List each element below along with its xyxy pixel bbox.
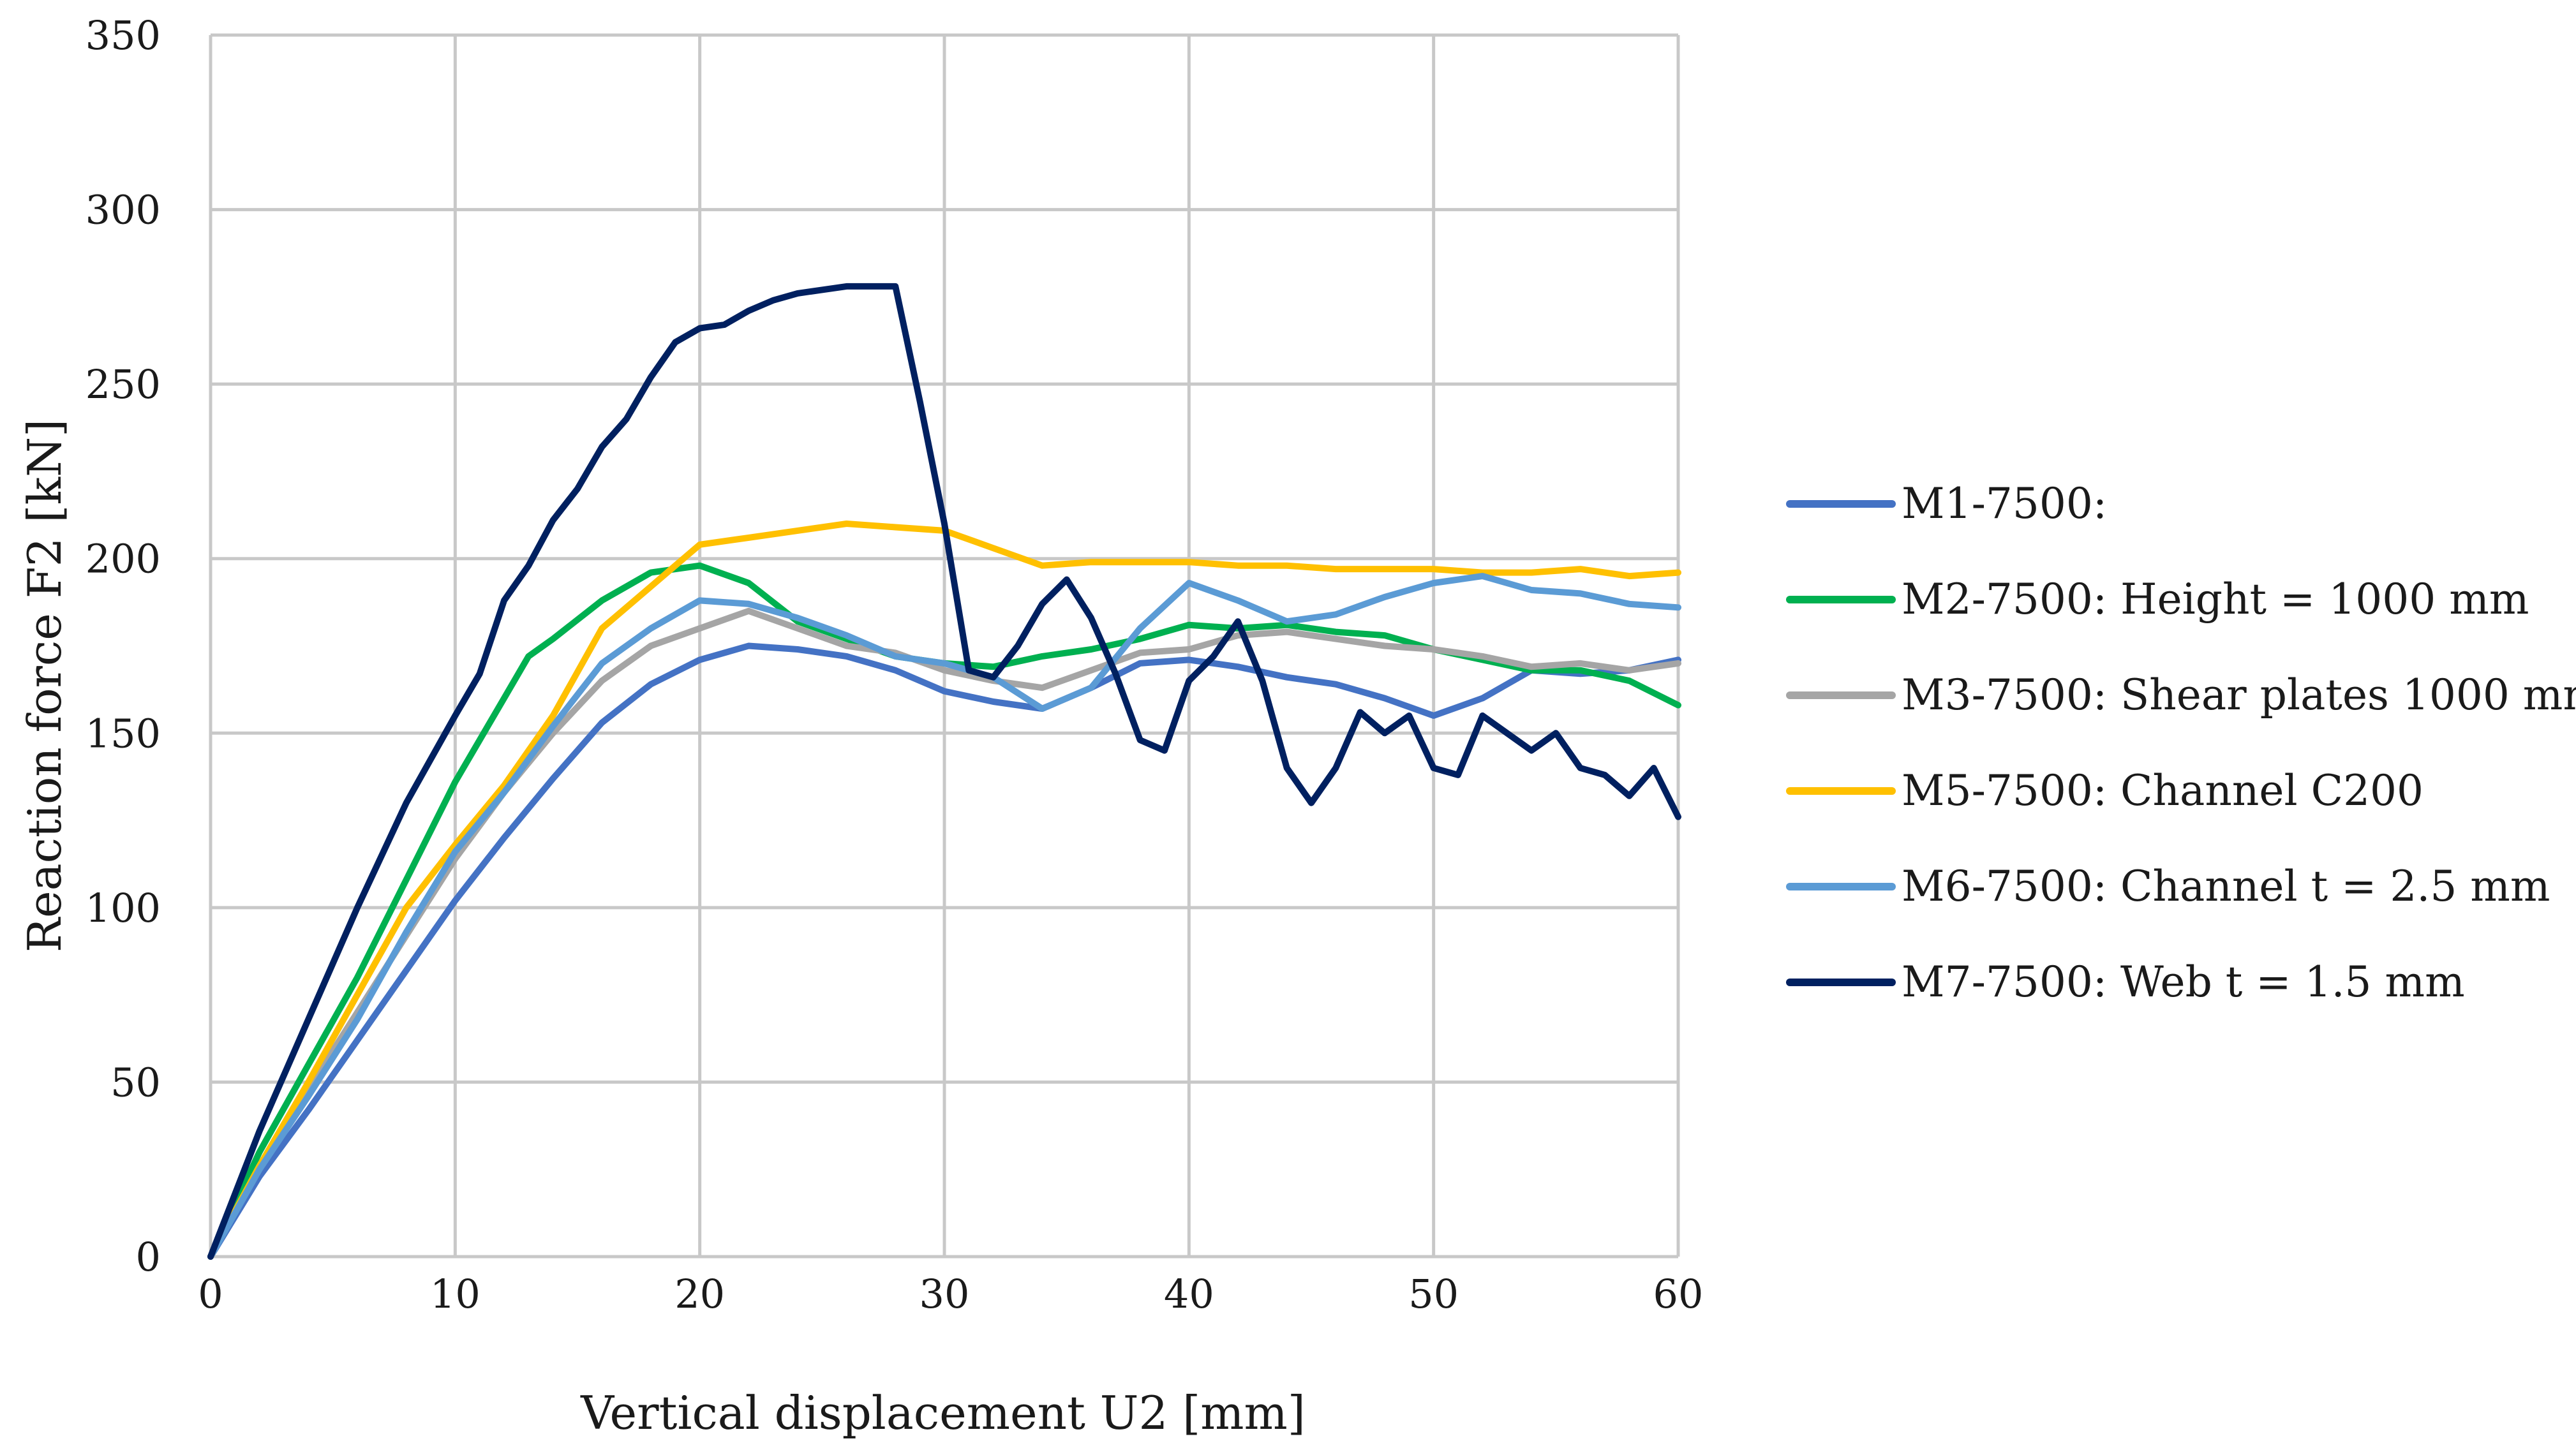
legend-label: M6-7500: Channel t = 2.5 mm — [1902, 862, 2550, 911]
x-tick-label: 50 — [1408, 1271, 1459, 1317]
y-tick-label: 250 — [86, 361, 161, 408]
x-axis-title: Vertical displacement U2 [mm] — [580, 1386, 1306, 1440]
legend-label: M1-7500: — [1902, 479, 2107, 528]
grid-layer — [209, 33, 1680, 1259]
legend-label: M2-7500: Height = 1000 mm — [1902, 575, 2529, 624]
y-axis-title: Reaction force F2 [kN] — [18, 419, 71, 952]
series-line-1 — [207, 642, 1681, 1260]
y-tick-label: 200 — [86, 536, 161, 582]
legend-label: M3-7500: Shear plates 1000 mm — [1902, 670, 2576, 720]
x-tick-label: 20 — [674, 1271, 725, 1317]
x-tick-label: 10 — [430, 1271, 480, 1317]
y-tick-label: 50 — [110, 1059, 161, 1105]
y-tick-label: 100 — [86, 885, 161, 931]
tick-layer: 0 10 20 30 40 50 60 0 50 100 150 200 250 300 350 — [86, 12, 1704, 1317]
x-tick-label: 40 — [1164, 1271, 1214, 1317]
series-line-6 — [207, 283, 1681, 1260]
series-line-3 — [207, 607, 1681, 1260]
legend-label: M7-7500: Web t = 1.5 mm — [1902, 957, 2465, 1007]
x-tick-label: 30 — [919, 1271, 970, 1317]
legend: M1-7500: M2-7500: Height = 1000 mm M3-7500… — [1786, 479, 2576, 1007]
series-line-5 — [207, 573, 1681, 1260]
x-tick-label: 60 — [1653, 1271, 1704, 1317]
y-tick-label: 0 — [136, 1234, 161, 1280]
x-tick-label: 0 — [198, 1271, 223, 1317]
y-tick-label: 150 — [86, 710, 161, 757]
series-layer — [207, 283, 1681, 1260]
y-tick-label: 300 — [86, 187, 161, 233]
legend-label: M5-7500: Channel C200 — [1902, 766, 2423, 815]
y-tick-label: 350 — [86, 12, 161, 59]
